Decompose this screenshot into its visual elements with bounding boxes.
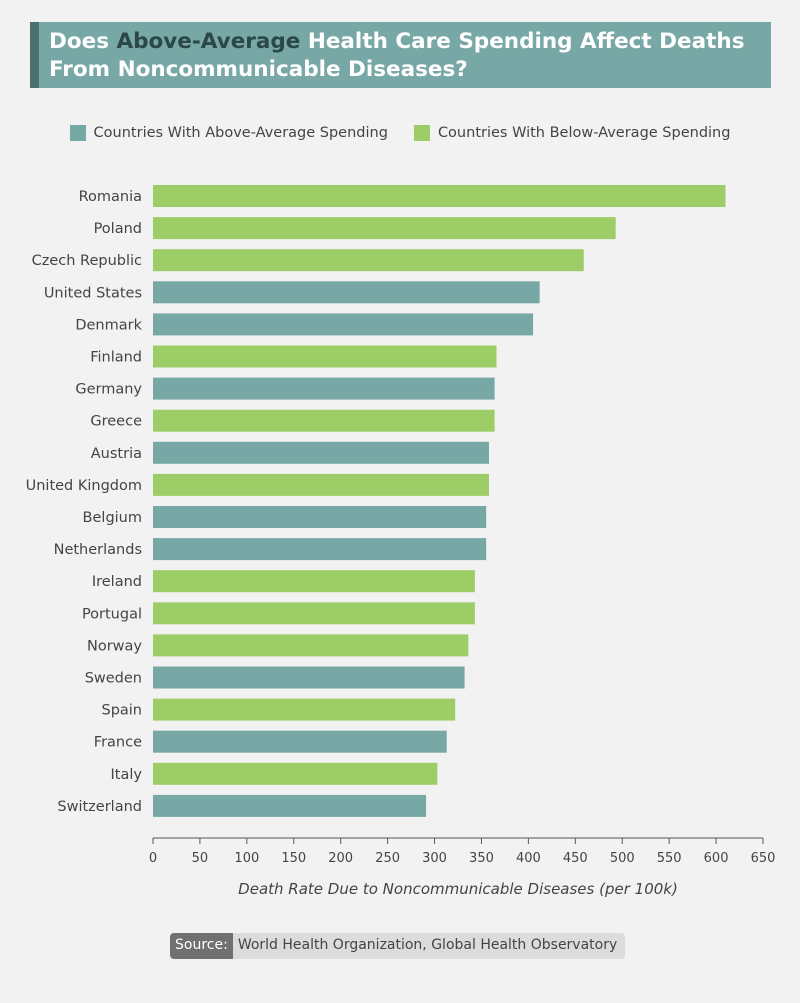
chart-title: Does Above-Average Health Care Spending …: [30, 22, 771, 88]
legend-label-below: Countries With Below-Average Spending: [437, 125, 731, 141]
title-part-2: Health Care Spending Affect Deaths: [300, 29, 745, 54]
x-tick-label-150: 150: [281, 851, 306, 866]
bar-portugal: [153, 602, 475, 625]
legend-swatch-below: [413, 125, 430, 141]
category-label-ireland: Ireland: [92, 574, 142, 590]
bar-ireland: [153, 570, 475, 593]
bar-germany: [153, 377, 495, 400]
bar-spain: [153, 698, 456, 721]
category-label-netherlands: Netherlands: [54, 542, 142, 558]
legend-item-below: Countries With Below-Average Spending: [413, 125, 731, 141]
category-label-czech-republic: Czech Republic: [32, 253, 142, 269]
category-label-united-states: United States: [44, 285, 142, 301]
x-tick-label-50: 50: [192, 851, 209, 866]
bar-romania: [153, 185, 726, 207]
bar-netherlands: [153, 538, 487, 561]
x-tick-label-500: 500: [610, 851, 635, 866]
bar-finland: [153, 345, 497, 368]
legend-swatch-above: [69, 125, 86, 141]
x-tick-label-350: 350: [469, 851, 494, 866]
x-tick-label-450: 450: [563, 851, 588, 866]
bar-italy: [153, 762, 438, 785]
x-tick-label-0: 0: [149, 851, 157, 866]
category-label-sweden: Sweden: [85, 671, 142, 687]
x-tick-label-600: 600: [704, 851, 729, 866]
category-label-france: France: [94, 735, 142, 751]
category-label-switzerland: Switzerland: [57, 799, 142, 815]
title-part-1: Does: [49, 29, 117, 54]
x-tick-label-650: 650: [751, 851, 776, 866]
title-line-2: From Noncommunicable Diseases?: [49, 57, 468, 82]
bar-denmark: [153, 313, 534, 336]
category-label-belgium: Belgium: [83, 510, 142, 526]
x-tick-label-400: 400: [516, 851, 541, 866]
source-label: Source:: [170, 933, 233, 959]
x-tick-label-250: 250: [375, 851, 400, 866]
category-label-italy: Italy: [111, 767, 143, 783]
bar-united-states: [153, 281, 540, 304]
bar-czech-republic: [153, 249, 584, 272]
x-tick-label-300: 300: [422, 851, 447, 866]
category-label-united-kingdom: United Kingdom: [26, 478, 142, 494]
category-label-denmark: Denmark: [75, 317, 142, 333]
category-label-austria: Austria: [91, 446, 142, 462]
bar-france: [153, 730, 447, 753]
bar-belgium: [153, 506, 487, 528]
legend-label-above: Countries With Above-Average Spending: [93, 125, 388, 141]
bar-austria: [153, 441, 489, 464]
bar-sweden: [153, 666, 465, 689]
category-label-norway: Norway: [87, 638, 142, 654]
category-label-romania: Romania: [79, 189, 142, 205]
category-label-germany: Germany: [75, 382, 142, 398]
category-label-poland: Poland: [94, 221, 142, 237]
legend-item-above: Countries With Above-Average Spending: [69, 125, 388, 141]
bar-greece: [153, 409, 495, 432]
x-axis-label: Death Rate Due to Noncommunicable Diseas…: [238, 880, 678, 898]
category-label-portugal: Portugal: [82, 606, 142, 622]
source-text: World Health Organization, Global Health…: [232, 933, 626, 959]
x-tick-label-100: 100: [234, 851, 259, 866]
bar-switzerland: [153, 794, 427, 817]
category-label-greece: Greece: [90, 414, 142, 430]
bar-norway: [153, 634, 469, 657]
category-label-finland: Finland: [90, 350, 142, 366]
title-highlight: Above-Average: [116, 29, 301, 54]
bar-chart: Romania Poland Czech Republic United States…: [26, 185, 776, 898]
x-tick-label-550: 550: [657, 851, 682, 866]
x-tick-label-200: 200: [328, 851, 353, 866]
category-label-spain: Spain: [101, 703, 142, 719]
bar-united-kingdom: [153, 473, 489, 496]
title-line-1: Does Above-Average Health Care Spending …: [49, 28, 771, 56]
bar-poland: [153, 217, 616, 240]
legend: Countries With Above-Average Spending Co…: [0, 125, 800, 141]
source-note: Source: World Health Organization, Globa…: [170, 933, 626, 959]
